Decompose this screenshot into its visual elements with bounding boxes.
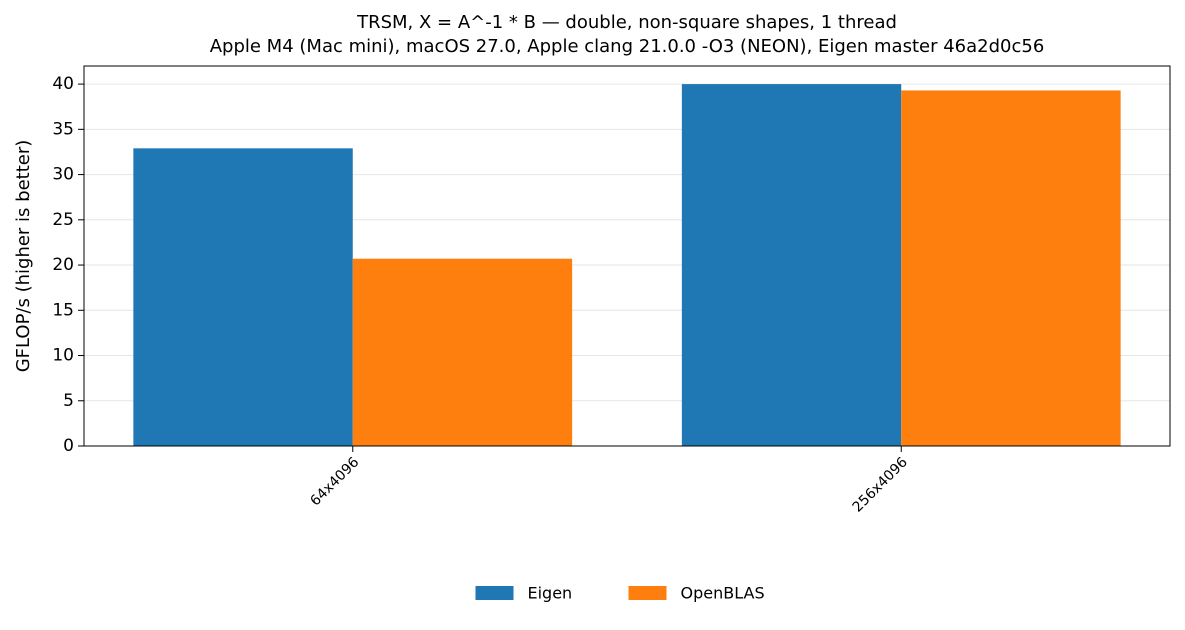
legend-swatch — [628, 586, 667, 600]
y-axis-label: GFLOP/s (higher is better) — [13, 140, 34, 373]
x-tick-label: 256x4096 — [850, 454, 911, 515]
y-tick-label: 5 — [63, 391, 74, 411]
plot-frame — [83, 65, 1171, 447]
y-tick-label: 0 — [63, 436, 74, 456]
chart-title: TRSM, X = A^-1 * B — double, non-square … — [356, 12, 897, 33]
y-tick-label: 15 — [52, 300, 74, 320]
x-tick-label: 64x4096 — [307, 454, 362, 509]
legend-swatch — [475, 586, 514, 600]
legend-label: Eigen — [528, 584, 573, 603]
bar — [133, 148, 353, 447]
y-tick-label: 25 — [52, 210, 74, 230]
y-tick-label: 35 — [52, 119, 74, 139]
y-tick-label: 20 — [52, 255, 74, 275]
bar — [901, 90, 1121, 446]
y-tick-label: 10 — [52, 346, 74, 366]
y-tick-label: 30 — [52, 165, 74, 185]
legend-label: OpenBLAS — [681, 584, 765, 603]
chart-subtitle: Apple M4 (Mac mini), macOS 27.0, Apple c… — [210, 36, 1045, 57]
bar — [681, 84, 902, 446]
y-tick-label: 40 — [52, 74, 74, 94]
bar — [352, 258, 573, 446]
